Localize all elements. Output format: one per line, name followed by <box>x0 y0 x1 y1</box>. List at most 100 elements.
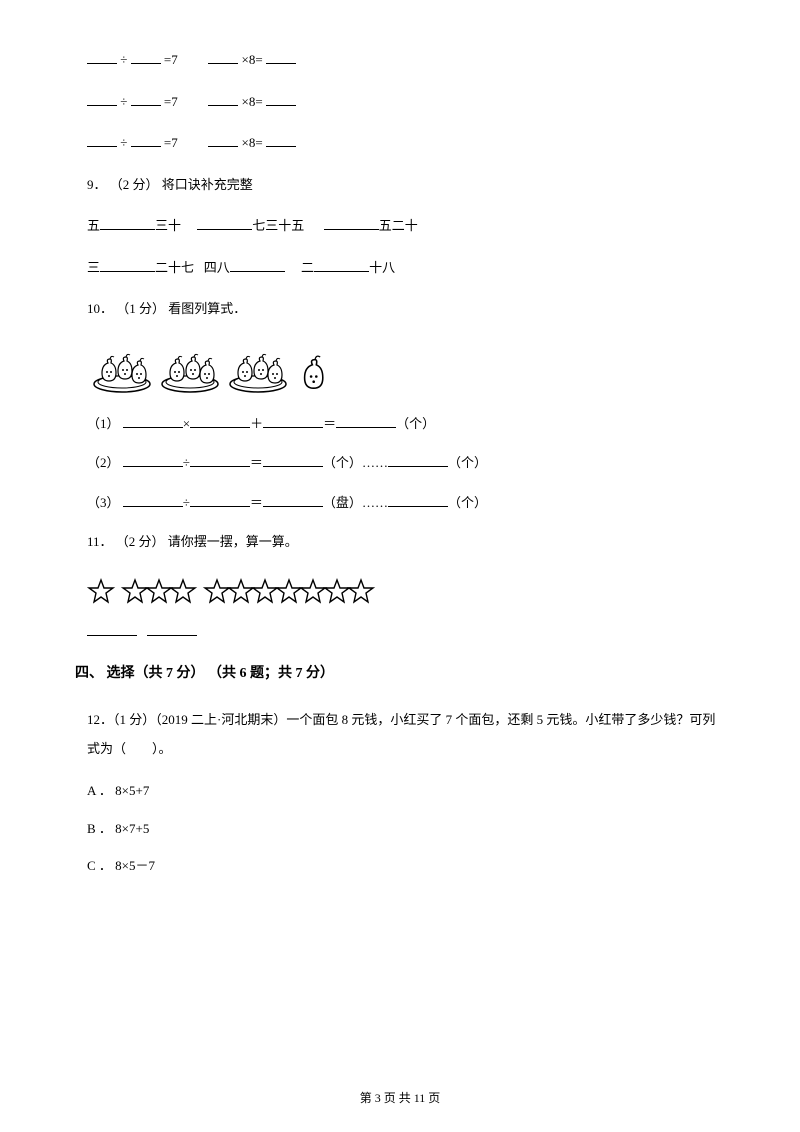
blank <box>87 50 117 64</box>
q11-answer-blanks <box>75 622 725 642</box>
blank <box>266 92 296 106</box>
equation-row-2: ÷ =7 ×8= <box>75 92 725 112</box>
op: ÷ <box>183 455 190 470</box>
section-4-title-text: 四、 选择（共 7 分） （共 6 题；共 7 分） <box>75 666 334 681</box>
q9-r1a-suf: 三十 <box>155 218 181 233</box>
blank <box>263 493 323 507</box>
q11-stem: 11． （2 分） 请你摆一摆，算一算。 <box>75 532 725 552</box>
blank <box>131 50 161 64</box>
q11-num: 11． <box>87 534 113 549</box>
q10-s1-label: （1） <box>87 416 120 431</box>
q9-stem-text: 将口诀补充完整 <box>162 177 253 192</box>
equation-row-3: ÷ =7 ×8= <box>75 133 725 153</box>
q12-num: 12． <box>87 712 113 727</box>
equation-row-1: ÷ =7 ×8= <box>75 50 725 70</box>
op-div: ÷ <box>120 52 127 67</box>
q9-r2b-pre: 四八 <box>204 260 230 275</box>
q9-r2a-suf: 二十七 <box>155 260 194 275</box>
blank <box>123 493 183 507</box>
blank <box>190 453 250 467</box>
unit: （个） <box>396 416 435 431</box>
op-div: ÷ <box>120 135 127 150</box>
q9-row2: 三 二十七 四八 二 十八 <box>75 258 725 278</box>
blank <box>87 622 137 636</box>
blank <box>208 50 238 64</box>
op-times8: ×8= <box>241 52 262 67</box>
stars-figure <box>87 574 725 608</box>
blank <box>131 92 161 106</box>
op: ＝ <box>250 495 263 510</box>
q12-stem: 12．（1 分）（2019 二上·河北期末）一个面包 8 元钱，小红买了 7 个… <box>75 706 725 763</box>
op: ＝ <box>250 455 263 470</box>
eq7: =7 <box>164 94 178 109</box>
blank <box>190 414 250 428</box>
q10-sub2: （2） ÷＝（个）……（个） <box>75 453 725 473</box>
q10-sub1: （1） × ＋ ＝ （个） <box>75 414 725 434</box>
q10-s2-label: （2） <box>87 455 120 470</box>
q10-s3-label: （3） <box>87 495 120 510</box>
blank <box>266 50 296 64</box>
op: ÷ <box>183 495 190 510</box>
page-number: 第 3 页 共 11 页 <box>360 1091 441 1105</box>
q9-points: （2 分） <box>110 177 159 192</box>
blank <box>87 92 117 106</box>
q12-option-a: A ． 8×5+7 <box>87 781 725 801</box>
blank <box>100 258 155 272</box>
section-4-title: 四、 选择（共 7 分） （共 6 题；共 7 分） <box>75 663 725 684</box>
blank <box>131 133 161 147</box>
eq7: =7 <box>164 52 178 67</box>
blank <box>314 258 369 272</box>
q9-r2c-pre: 二 <box>301 260 314 275</box>
page-footer: 第 3 页 共 11 页 <box>0 1089 800 1107</box>
unit: （个） <box>323 455 362 470</box>
blank <box>388 493 448 507</box>
op: ＋ <box>250 416 263 431</box>
unit: （盘） <box>323 495 362 510</box>
blank <box>208 92 238 106</box>
q11-points: （2 分） <box>116 534 165 549</box>
blank <box>197 216 252 230</box>
q12-options: A ． 8×5+7 B ． 8×7+5 C ． 8×5－7 <box>75 781 725 876</box>
blank <box>266 133 296 147</box>
blank <box>123 453 183 467</box>
unit: （个） <box>448 455 487 470</box>
blank <box>147 622 197 636</box>
q9-row1: 五 三十 七三十五 五二十 <box>75 216 725 236</box>
blank <box>123 414 183 428</box>
q12-option-c: C ． 8×5－7 <box>87 856 725 876</box>
q9-r1c-suf: 五二十 <box>379 218 418 233</box>
dots: …… <box>362 495 388 510</box>
dots: …… <box>362 455 388 470</box>
q10-stem: 10． （1 分） 看图列算式． <box>75 299 725 319</box>
blank <box>263 453 323 467</box>
q10-sub3: （3） ÷ ＝ （盘）…… （个） <box>75 493 725 513</box>
q9-r1b-suf: 七三十五 <box>252 218 304 233</box>
q11-stem-text: 请你摆一摆，算一算。 <box>168 534 298 549</box>
q9-r2a-pre: 三 <box>87 260 100 275</box>
eq7: =7 <box>164 135 178 150</box>
op-times8: ×8= <box>241 135 262 150</box>
q10-points: （1 分） <box>116 301 165 316</box>
blank <box>87 133 117 147</box>
blank <box>230 258 285 272</box>
blank <box>190 493 250 507</box>
blank <box>336 414 396 428</box>
op: × <box>183 416 190 431</box>
q9-r2c-suf: 十八 <box>369 260 395 275</box>
q10-stem-text: 看图列算式． <box>168 301 246 316</box>
q12-option-b: B ． 8×7+5 <box>87 819 725 839</box>
op-times8: ×8= <box>241 94 262 109</box>
q9-r1a-pre: 五 <box>87 218 100 233</box>
blank <box>263 414 323 428</box>
blank <box>388 453 448 467</box>
blank <box>208 133 238 147</box>
pears-figure <box>87 341 725 396</box>
q10-num: 10． <box>87 301 113 316</box>
q12-points: （1 分） <box>113 712 155 727</box>
q12-source: （2019 二上·河北期末） <box>155 712 286 727</box>
blank <box>324 216 379 230</box>
op: ＝ <box>323 416 336 431</box>
op-div: ÷ <box>120 94 127 109</box>
unit: （个） <box>448 495 487 510</box>
q9-stem: 9． （2 分） 将口诀补充完整 <box>75 175 725 195</box>
